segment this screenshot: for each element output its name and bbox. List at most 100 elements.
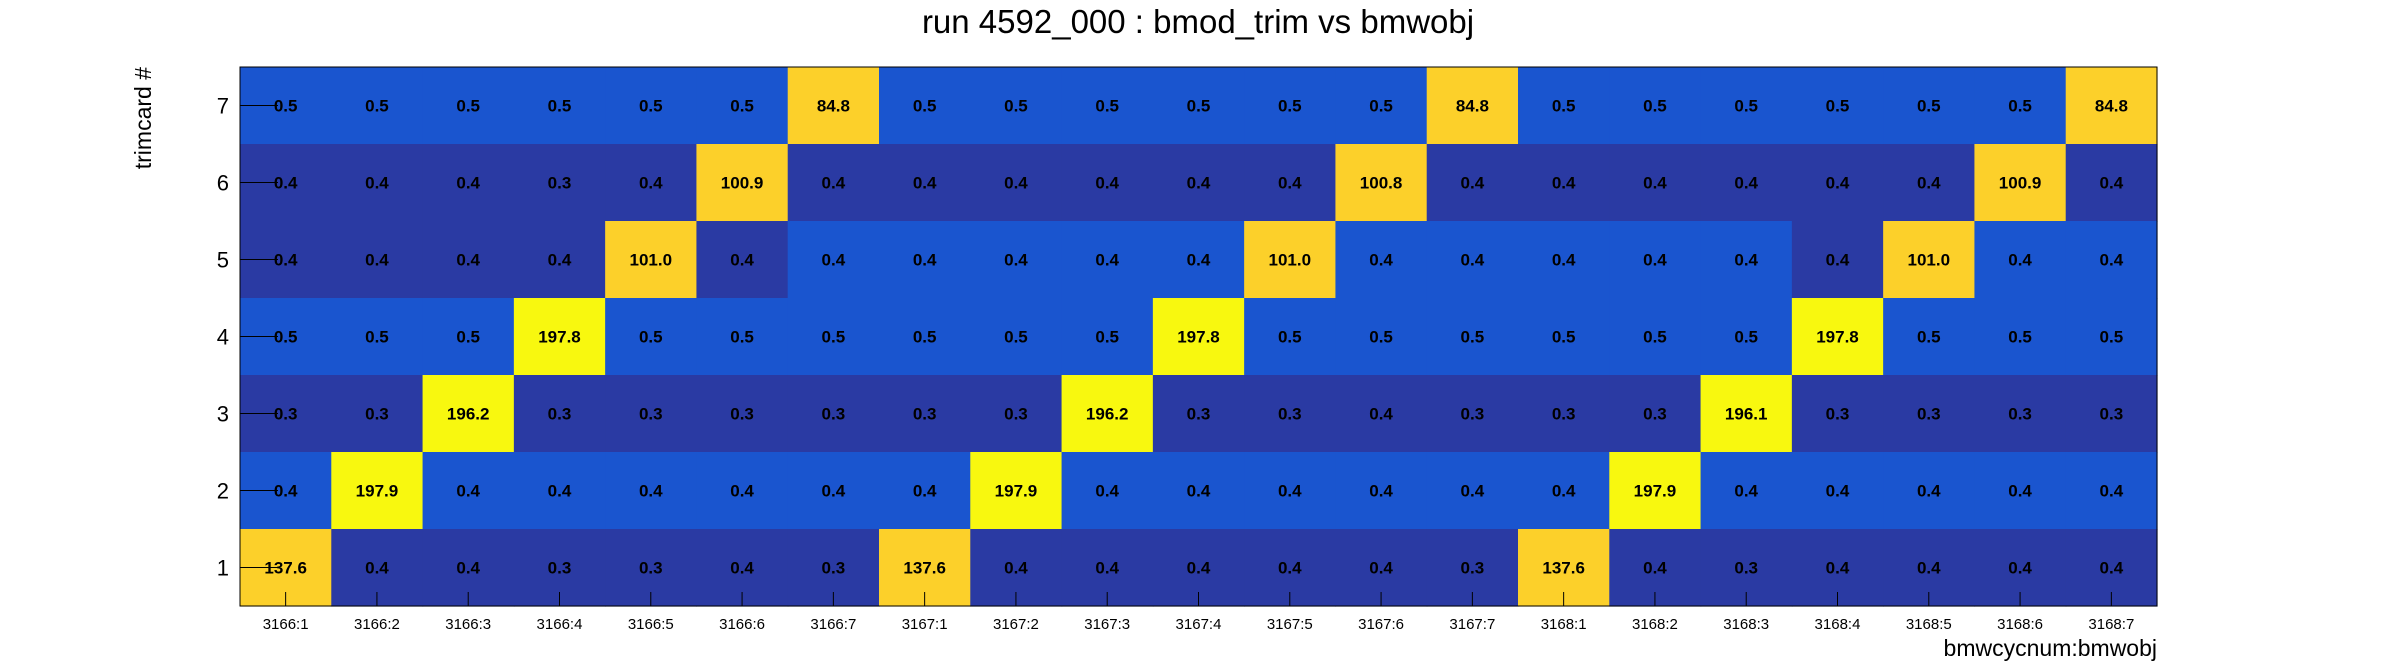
x-tick-label: 3166:5: [628, 616, 674, 633]
heatmap-cell: [1518, 375, 1610, 453]
cell-value-label: 0.5: [822, 328, 846, 347]
heatmap-cell: [1974, 375, 2067, 453]
cell-value-label: 0.4: [1004, 251, 1028, 270]
heatmap-cell: [2065, 298, 2158, 376]
heatmap-cell: [605, 144, 698, 222]
cell-value-label: 0.4: [1004, 174, 1028, 193]
cell-value-label: 0.5: [1552, 97, 1576, 116]
heatmap-cell: [2065, 144, 2158, 222]
cell-value-label: 0.3: [913, 405, 937, 424]
cell-value-label: 0.3: [548, 559, 572, 578]
cell-value-label: 0.4: [1461, 174, 1485, 193]
heatmap-cell: [422, 298, 515, 376]
y-axis-title: trimcard #: [130, 67, 156, 169]
heatmap-cell: [787, 67, 880, 145]
cell-value-label: 0.5: [365, 97, 389, 116]
heatmap-cell: [1518, 144, 1610, 222]
heatmap-cell: [1518, 298, 1610, 376]
heatmap-cell: [1335, 67, 1428, 145]
heatmap-cell: [1061, 144, 1154, 222]
x-tick-label: 3166:3: [445, 616, 491, 633]
heatmap-cell: [422, 67, 515, 145]
heatmap-cell: [1700, 144, 1793, 222]
cell-value-label: 0.4: [730, 559, 754, 578]
cell-value-label: 0.4: [730, 482, 754, 501]
heatmap-cell: [422, 452, 515, 530]
heatmap-cell: [1791, 452, 1884, 530]
x-tick-label: 3167:2: [993, 616, 1039, 633]
cell-value-label: 197.8: [1177, 328, 1220, 347]
cell-value-label: 0.5: [730, 97, 754, 116]
cell-value-label: 0.4: [2100, 251, 2124, 270]
cell-value-label: 0.4: [1461, 482, 1485, 501]
heatmap-cell: [1061, 221, 1154, 299]
cell-value-label: 0.4: [1734, 251, 1758, 270]
heatmap-cell: [2065, 375, 2158, 453]
cell-value-label: 137.6: [1542, 559, 1585, 578]
x-tick-label: 3167:7: [1449, 616, 1495, 633]
heatmap-cell: [1335, 221, 1428, 299]
cell-value-label: 0.5: [2008, 328, 2032, 347]
heatmap-cell: [787, 452, 880, 530]
cell-value-label: 0.4: [1734, 482, 1758, 501]
heatmap-cell: [879, 221, 971, 299]
cell-value-label: 0.4: [1095, 559, 1119, 578]
heatmap-cell: [1152, 452, 1245, 530]
y-tick-label: 6: [217, 171, 229, 196]
heatmap-cell: [1974, 144, 2067, 222]
cell-value-label: 0.5: [1095, 328, 1119, 347]
heatmap-cell: [1335, 375, 1428, 453]
heatmap-cell: [2065, 221, 2158, 299]
heatmap-cell: [879, 375, 971, 453]
chart-title: run 4592_000 : bmod_trim vs bmwobj: [922, 3, 1474, 40]
cell-value-label: 0.5: [1826, 97, 1850, 116]
cell-value-label: 0.5: [365, 328, 389, 347]
heatmap-cell: [1152, 298, 1245, 376]
cell-value-label: 0.4: [365, 174, 389, 193]
x-tick-label: 3166:2: [354, 616, 400, 633]
cell-value-label: 197.8: [1816, 328, 1859, 347]
cell-value-label: 0.4: [2100, 482, 2124, 501]
heatmap-cell: [879, 67, 971, 145]
heatmap-cell: [1426, 221, 1519, 299]
cell-value-label: 100.9: [1999, 174, 2042, 193]
cell-value-label: 0.4: [1369, 251, 1393, 270]
heatmap-cell: [1974, 298, 2067, 376]
x-tick-label: 3168:6: [1997, 616, 2043, 633]
cell-value-label: 0.4: [1187, 174, 1211, 193]
cell-value-label: 0.5: [1369, 97, 1393, 116]
heatmap-cell: [970, 452, 1063, 530]
cell-value-label: 84.8: [2095, 97, 2128, 116]
x-tick-label: 3168:7: [2088, 616, 2134, 633]
heatmap-cell: [513, 67, 606, 145]
heatmap-cell: [1335, 452, 1428, 530]
cell-value-label: 196.2: [1086, 405, 1129, 424]
cell-value-label: 0.5: [1917, 97, 1941, 116]
cell-value-label: 0.4: [913, 482, 937, 501]
heatmap-cell: [331, 144, 424, 222]
heatmap-cell: [787, 375, 880, 453]
cell-value-label: 0.3: [1917, 405, 1941, 424]
heatmap-cell: [1244, 452, 1337, 530]
cell-value-label: 0.3: [822, 559, 846, 578]
cell-value-label: 0.4: [274, 251, 298, 270]
heatmap-cell: [1700, 375, 1793, 453]
cell-value-label: 0.4: [1369, 482, 1393, 501]
heatmap-cell: [970, 298, 1063, 376]
heatmap-cell: [696, 375, 789, 453]
heatmap-cell: [331, 375, 424, 453]
heatmap-cell: [605, 67, 698, 145]
heatmap-cell: [1609, 375, 1702, 453]
axes: 7 6 5 4 3 2 1 3166:1 3166:2 3166:3 3166:4 3166:5 316…: [217, 66, 2158, 633]
cell-value-label: 0.5: [1552, 328, 1576, 347]
cell-value-label: 0.4: [2008, 482, 2032, 501]
cell-value-label: 0.4: [2008, 559, 2032, 578]
x-tick-label: 3167:4: [1176, 616, 1222, 633]
cell-value-label: 84.8: [1456, 97, 1489, 116]
cell-value-label: 0.4: [639, 174, 663, 193]
cell-value-label: 0.3: [730, 405, 754, 424]
heatmap-cell: [1791, 298, 1884, 376]
cell-value-label: 0.4: [1095, 482, 1119, 501]
y-tick-label: 4: [217, 325, 229, 350]
